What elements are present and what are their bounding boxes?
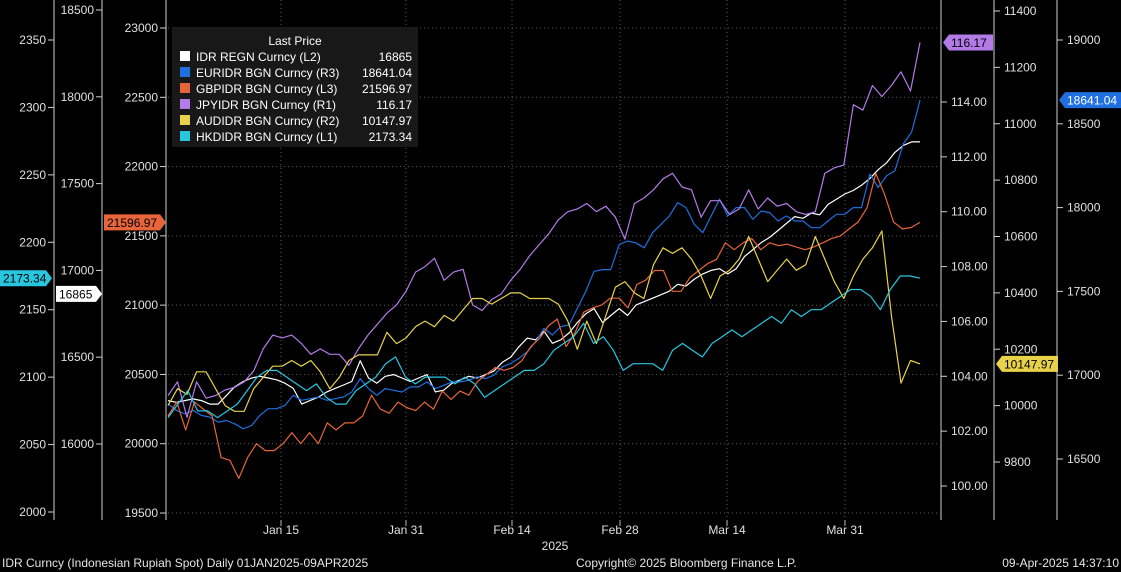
x-tick-label: Mar 31	[826, 523, 864, 537]
price-tag-label: 116.17	[951, 36, 987, 50]
price-tag-label: 2173.34	[3, 272, 47, 286]
y-tick-label-L1: 2200	[19, 235, 46, 249]
legend-swatch	[180, 67, 190, 77]
y-tick-label-L1: 2150	[19, 303, 46, 317]
y-tick-label-L3: 21000	[125, 298, 159, 312]
legend-entry-value: 16865	[379, 50, 413, 64]
y-tick-label-L1: 2250	[19, 168, 46, 182]
legend-entry-label: AUDIDR BGN Curncy (R2)	[196, 114, 339, 128]
price-tag-label: 10147.97	[1004, 357, 1054, 371]
y-tick-label-L2: 16000	[61, 437, 95, 451]
price-tag-euridr	[1059, 92, 1121, 109]
legend-entry-value: 2173.34	[369, 130, 413, 144]
chart-legend: Last Price IDR REGN Curncy (L2) 16865 EURI…	[172, 27, 418, 147]
y-tick-label-L2: 18500	[61, 3, 95, 17]
y-tick-label-L2: 16500	[61, 350, 95, 364]
y-tick-label-R1: 106.00	[951, 314, 988, 328]
legend-swatch	[180, 115, 190, 125]
price-tag-jpyidr	[943, 34, 993, 51]
price-tag-hkdidr	[0, 270, 52, 287]
y-tick-label-L3: 21500	[125, 229, 159, 243]
y-tick-label-R2: 10600	[1004, 230, 1038, 244]
x-tick-label: Mar 14	[708, 523, 746, 537]
series-line-euridr	[167, 100, 921, 430]
y-tick-label-R3: 18500	[1067, 117, 1101, 131]
y-tick-label-R1: 102.00	[951, 424, 988, 438]
y-tick-label-L3: 19500	[125, 506, 159, 520]
footer-timestamp: 09-Apr-2025 14:37:10	[1002, 556, 1119, 570]
y-tick-label-L3: 23000	[125, 21, 159, 35]
y-tick-label-R2: 10800	[1004, 173, 1038, 187]
legend-swatch	[180, 131, 190, 141]
y-tick-label-R3: 18000	[1067, 201, 1101, 215]
y-tick-label-R2: 10400	[1004, 286, 1038, 300]
y-tick-label-R1: 114.00	[951, 95, 987, 109]
legend-entry-label: HKDIDR BGN Curncy (L1)	[196, 130, 337, 144]
y-tick-label-R2: 10000	[1004, 399, 1038, 413]
series-line-gbpidr	[167, 172, 921, 479]
x-tick-label: Feb 28	[601, 523, 639, 537]
legend-swatch	[180, 51, 190, 61]
y-tick-label-R1: 108.00	[951, 260, 988, 274]
y-tick-label-R3: 16500	[1067, 452, 1101, 466]
legend-entry-value: 18641.04	[362, 66, 412, 80]
y-tick-label-R1: 112.00	[951, 150, 987, 164]
chart-axes: Jan 15 Jan 31 Feb 14 Feb 28 Mar 14 Mar 31 2025…	[19, 0, 1101, 553]
series-line-hkdidr	[167, 275, 921, 419]
legend-entry-label: EURIDR BGN Curncy (R3)	[196, 66, 339, 80]
y-tick-label-R1: 104.00	[951, 369, 988, 383]
y-tick-label-R2: 10200	[1004, 342, 1038, 356]
y-tick-label-R3: 17000	[1067, 368, 1101, 382]
y-tick-label-R1: 100.00	[951, 479, 988, 493]
price-tag-label: 16865	[59, 287, 93, 301]
price-tag-label: 21596.97	[107, 216, 157, 230]
y-tick-label-R2: 9800	[1004, 455, 1031, 469]
y-tick-label-L1: 2100	[19, 370, 46, 384]
legend-entry-label: JPYIDR BGN Curncy (R1)	[196, 98, 336, 112]
y-tick-label-L1: 2050	[19, 438, 46, 452]
y-tick-label-L2: 17000	[61, 263, 95, 277]
series-line-audidr	[167, 230, 921, 412]
legend-entry-label: IDR REGN Curncy (L2)	[196, 50, 321, 64]
price-tag-idr	[56, 285, 102, 302]
chart-series-lines	[167, 42, 921, 479]
x-axis-label: 2025	[542, 539, 569, 553]
legend-entry-value: 116.17	[376, 98, 412, 112]
y-tick-label-L3: 22500	[125, 90, 159, 104]
y-tick-label-R2: 11200	[1004, 60, 1037, 74]
y-tick-label-L2: 18000	[61, 90, 95, 104]
y-tick-label-L3: 20500	[125, 367, 159, 381]
y-tick-label-R3: 17500	[1067, 284, 1101, 298]
y-tick-label-L1: 2350	[19, 33, 46, 47]
x-tick-label: Jan 15	[263, 523, 299, 537]
price-tag-audidr	[996, 355, 1058, 372]
legend-entry-value: 21596.97	[362, 82, 412, 96]
y-tick-label-L1: 2000	[19, 505, 46, 519]
y-tick-label-R2: 11000	[1004, 117, 1037, 131]
legend-entry-value: 10147.97	[362, 114, 412, 128]
series-line-jpyidr	[167, 42, 921, 418]
x-tick-label: Feb 14	[493, 523, 531, 537]
x-tick-label: Jan 31	[388, 523, 424, 537]
y-tick-label-R2: 11400	[1004, 4, 1037, 18]
price-tag-gbpidr	[104, 214, 166, 231]
chart: Jan 15 Jan 31 Feb 14 Feb 28 Mar 14 Mar 31 2025…	[0, 0, 1121, 553]
legend-title: Last Price	[268, 34, 322, 48]
legend-entry-label: GBPIDR BGN Curncy (L3)	[196, 82, 337, 96]
legend-box	[172, 27, 418, 147]
y-tick-label-L3: 22000	[125, 160, 159, 174]
y-tick-label-L1: 2300	[19, 100, 46, 114]
legend-swatch	[180, 99, 190, 109]
legend-swatch	[180, 83, 190, 93]
footer-description: IDR Curncy (Indonesian Rupiah Spot) Dail…	[2, 556, 369, 570]
y-tick-label-R3: 19000	[1067, 33, 1101, 47]
footer-copyright: Copyright© 2025 Bloomberg Finance L.P.	[576, 556, 797, 570]
y-tick-label-L3: 20000	[125, 437, 159, 451]
y-tick-label-L2: 17500	[61, 177, 95, 191]
price-tag-label: 18641.04	[1067, 94, 1117, 108]
chart-price-tags: 116.17 18641.04 10147.97 21596.97 2173.34 168…	[0, 34, 1121, 372]
y-tick-label-R1: 110.00	[951, 205, 987, 219]
